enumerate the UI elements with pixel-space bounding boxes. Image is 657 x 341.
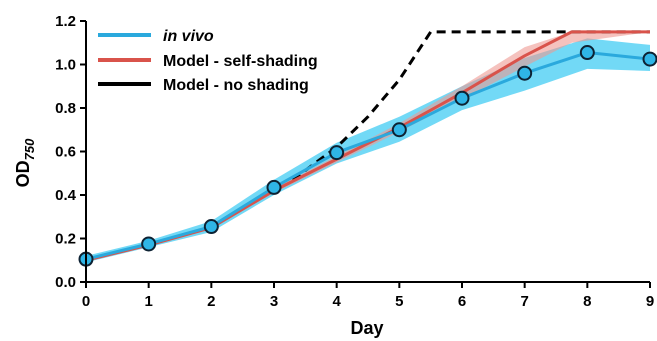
x-tick-label: 2 bbox=[207, 293, 215, 310]
y-tick-label: 0.6 bbox=[55, 144, 76, 161]
point-in-vivo bbox=[579, 45, 595, 61]
axes bbox=[80, 20, 651, 288]
point-in-vivo bbox=[642, 51, 657, 67]
x-tick-label: 4 bbox=[332, 293, 341, 310]
legend: in vivo Model - self-shading Model - no … bbox=[98, 28, 318, 94]
y-tick-label: 0.8 bbox=[55, 100, 76, 117]
x-axis-title: Day bbox=[350, 318, 383, 338]
point-in-vivo bbox=[266, 179, 282, 195]
band-in-vivo bbox=[86, 38, 650, 263]
legend-label-self-shading: Model - self-shading bbox=[163, 53, 318, 70]
x-tick-label: 7 bbox=[520, 293, 528, 310]
x-tick-label: 6 bbox=[458, 293, 466, 310]
tick-labels: 0.0 0.2 0.4 0.6 0.8 1.0 1.2 0 1 2 3 4 5 6 7 8 9 bbox=[55, 13, 654, 310]
point-in-vivo bbox=[517, 65, 533, 81]
y-tick-label: 1.2 bbox=[55, 13, 76, 30]
point-in-vivo bbox=[203, 219, 219, 235]
x-tick-label: 0 bbox=[82, 293, 90, 310]
y-axis-title-main: OD bbox=[13, 160, 33, 187]
band-model-self-shading bbox=[86, 31, 650, 261]
y-tick-label: 1.0 bbox=[55, 57, 76, 74]
x-tick-label: 8 bbox=[583, 293, 591, 310]
x-tick-label: 5 bbox=[395, 293, 403, 310]
in-vivo-markers bbox=[78, 45, 657, 267]
point-in-vivo bbox=[141, 236, 157, 252]
x-tick-label: 9 bbox=[646, 293, 654, 310]
y-axis-title: OD750 bbox=[13, 138, 37, 187]
legend-label-in-vivo: in vivo bbox=[163, 28, 214, 45]
x-tick-label: 1 bbox=[144, 293, 152, 310]
point-in-vivo bbox=[391, 122, 407, 138]
point-in-vivo bbox=[329, 145, 345, 161]
y-tick-label: 0.0 bbox=[55, 274, 76, 291]
y-tick-label: 0.4 bbox=[55, 187, 77, 204]
y-axis-title-subscript: 750 bbox=[22, 138, 37, 160]
point-in-vivo bbox=[454, 90, 470, 106]
line-in-vivo bbox=[85, 51, 651, 261]
x-tick-label: 3 bbox=[270, 293, 278, 310]
confidence-bands bbox=[86, 31, 650, 263]
y-tick-label: 0.2 bbox=[55, 231, 76, 248]
legend-label-no-shading: Model - no shading bbox=[163, 77, 309, 94]
